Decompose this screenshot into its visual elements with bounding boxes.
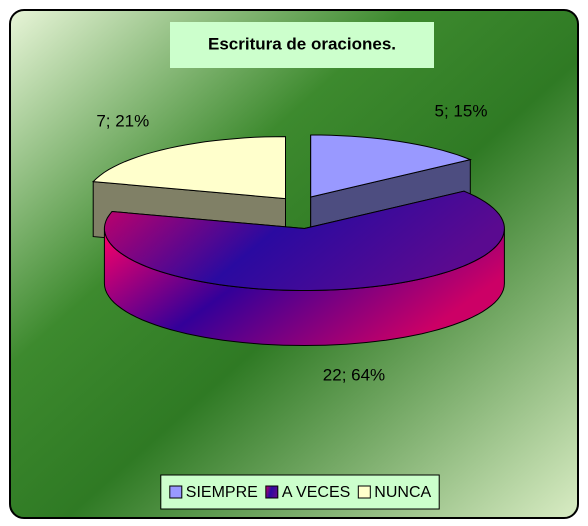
data-label: 5; 15% <box>435 101 488 120</box>
legend-swatch <box>357 485 371 499</box>
legend-label: SIEMPRE <box>186 484 258 501</box>
slice-top <box>92 136 286 200</box>
slice <box>103 190 505 347</box>
data-label: 22; 64% <box>323 365 385 384</box>
legend-label: NUNCA <box>374 484 431 501</box>
data-label: 7; 21% <box>96 111 149 130</box>
chart-title: Escritura de oraciones. <box>208 34 396 53</box>
legend-swatch <box>265 485 279 499</box>
pie: 5; 15% 22; 64% 7; 21% <box>92 101 505 384</box>
slice-top <box>310 134 472 198</box>
legend-box <box>160 474 440 510</box>
legend-swatch <box>169 485 183 499</box>
legend: SIEMPRE A VECES NUNCA <box>160 474 440 510</box>
slice-top <box>103 190 505 291</box>
legend-label: A VECES <box>282 484 350 501</box>
title-box <box>170 22 434 68</box>
